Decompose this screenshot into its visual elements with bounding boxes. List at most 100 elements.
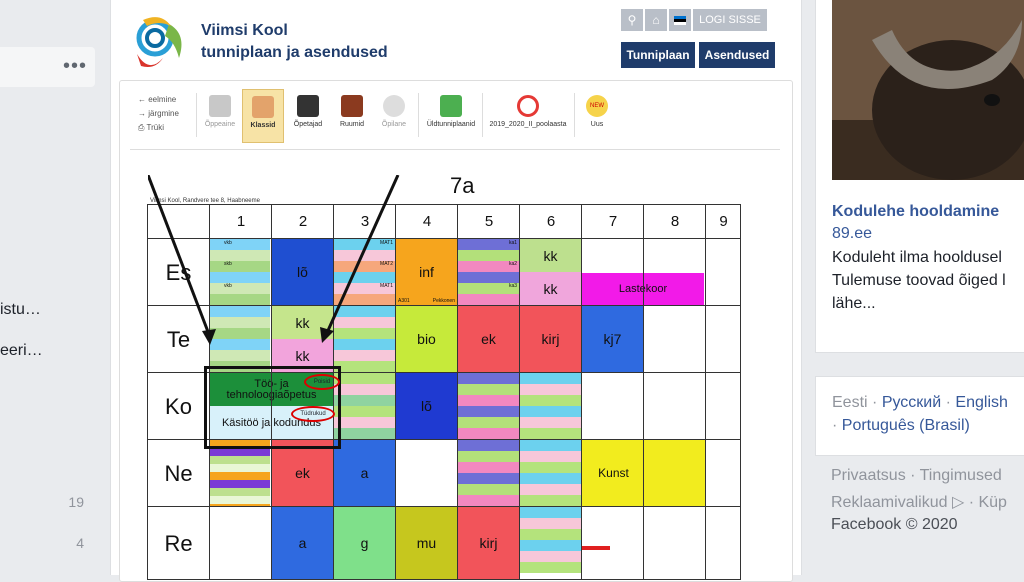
lesson-block[interactable]: mu: [396, 507, 457, 579]
print-link[interactable]: ⎙ Trüki: [138, 123, 164, 132]
toolbar-classes[interactable]: Klassid: [242, 89, 284, 143]
prev-link[interactable]: ← eelmine: [138, 95, 177, 104]
toolbar-semester[interactable]: 2019_2020_II_poolaasta: [488, 89, 568, 141]
toolbar-rooms[interactable]: Ruumid: [332, 89, 372, 141]
school-logo-icon: [136, 17, 182, 67]
site-title: Viimsi Kool tunniplaan ja asendused: [201, 20, 388, 64]
top-toolbar: ⚲ ⌂ LOGI SISSE: [621, 9, 767, 31]
school-timetable-site: Viimsi Kool tunniplaan ja asendused ⚲ ⌂ …: [110, 0, 802, 582]
tab-asendused[interactable]: Asendused: [699, 42, 775, 68]
lesson-block[interactable]: inf A301 Pekkonen: [396, 239, 457, 305]
lesson-block[interactable]: kj7: [582, 306, 643, 372]
lesson-block[interactable]: kk: [520, 272, 581, 305]
ad-title[interactable]: Kodulehe hooldamine: [832, 203, 1000, 220]
grid-line: [581, 205, 582, 579]
split-lesson[interactable]: [458, 373, 519, 439]
lesson-block[interactable]: lõ: [396, 373, 457, 439]
count-label: 4: [76, 535, 84, 551]
grid-line: [148, 305, 740, 306]
split-lesson[interactable]: [334, 373, 395, 439]
lesson-block[interactable]: ek: [458, 306, 519, 372]
language-link[interactable]: Português (Brasil): [841, 417, 970, 434]
split-lesson[interactable]: [520, 373, 581, 439]
lesson-block[interactable]: g: [334, 507, 395, 579]
language-list: Eesti · Русский · English · Português (B…: [832, 394, 1008, 434]
toolbar-teachers[interactable]: Õpetajad: [288, 89, 328, 141]
lesson-block[interactable]: [582, 546, 610, 550]
footer-links[interactable]: Reklaamivalikud ▷ · Küp: [831, 494, 1007, 511]
book-icon: [209, 95, 231, 117]
toolbar-new[interactable]: NEW Uus: [582, 89, 612, 141]
split-lesson[interactable]: [210, 306, 270, 372]
lesson-block[interactable]: kirj: [520, 306, 581, 372]
language-link[interactable]: English: [955, 394, 1008, 411]
day-label: Ko: [148, 372, 209, 440]
split-lesson[interactable]: [210, 440, 270, 506]
sidebar-item[interactable]: •••: [0, 47, 95, 87]
day-label: Ne: [148, 439, 209, 507]
grid-line: [271, 205, 272, 579]
split-lesson[interactable]: [334, 306, 395, 372]
toolbar-general-timetables[interactable]: Üldtunniplaanid: [424, 89, 478, 141]
lesson-block[interactable]: bio: [396, 306, 457, 372]
tab-tunniplaan[interactable]: Tunniplaan: [621, 42, 695, 68]
arrow-left-icon: ←: [138, 95, 149, 104]
period-header: 9: [705, 205, 741, 238]
grid-line: [643, 205, 644, 579]
truncated-list-item[interactable]: eeri…: [0, 342, 43, 359]
lesson-block[interactable]: ek: [272, 440, 333, 506]
grid-line: [148, 238, 740, 239]
more-options-icon[interactable]: •••: [62, 55, 87, 77]
semester-icon: [517, 95, 539, 117]
grid-line: [148, 506, 740, 507]
login-button[interactable]: LOGI SISSE: [693, 9, 767, 31]
search-icon[interactable]: ⚲: [621, 9, 643, 31]
copyright: Facebook © 2020: [831, 516, 958, 533]
estonian-flag-icon[interactable]: [669, 9, 691, 31]
divider: [196, 93, 197, 137]
ad-body: Koduleht ilma hooldusel Tulemuse toovad …: [832, 249, 1006, 312]
grid-line: [705, 205, 706, 579]
divider: [482, 93, 483, 137]
split-lesson[interactable]: [520, 507, 581, 573]
split-lesson[interactable]: ka1 ka2 ka3: [458, 239, 519, 305]
language-link[interactable]: Русский: [881, 394, 942, 411]
lesson-block[interactable]: lõ: [272, 239, 333, 305]
lesson-block[interactable]: kirj: [458, 507, 519, 579]
timetable-icon: [440, 95, 462, 117]
ad-image[interactable]: [832, 0, 1024, 180]
sponsored-ad[interactable]: Kodulehe hooldamine 89.ee Koduleht ilma …: [815, 0, 1024, 353]
lesson-block[interactable]: a: [272, 507, 333, 579]
grid-line: [148, 439, 740, 440]
toolbar-student[interactable]: Õpilane: [376, 89, 412, 141]
next-link[interactable]: → järgmine: [138, 109, 179, 118]
truncated-list-item[interactable]: istu…: [0, 301, 41, 318]
split-lesson[interactable]: [520, 440, 581, 506]
divider: [130, 149, 780, 150]
grid-line: [148, 372, 740, 373]
lesson-block[interactable]: kk: [520, 239, 581, 272]
divider: [574, 93, 575, 137]
timetable-grid: 1 2 3 4 5 6 7 8 9 Es Te Ko Ne Re vkb skb…: [147, 175, 741, 580]
tudrukud-marker: Tüdrukud: [291, 406, 335, 422]
grid-line: [395, 205, 396, 579]
language-current: Eesti: [832, 394, 868, 411]
period-header: 6: [519, 205, 582, 238]
period-header: 5: [457, 205, 520, 238]
navigation-links: ← eelmine → järgmine ⎙ Trüki: [138, 93, 179, 135]
split-lesson[interactable]: [458, 440, 519, 506]
school-name: Viimsi Kool: [201, 22, 288, 39]
home-icon[interactable]: ⌂: [645, 9, 667, 31]
class-name: 7a: [450, 173, 475, 198]
footer-links[interactable]: Privaatsus · Tingimused: [831, 467, 1002, 484]
grid-line: [519, 205, 520, 579]
divider: [418, 93, 419, 137]
students-icon: [252, 96, 274, 118]
toolbar-subject[interactable]: Õppeaine: [202, 89, 238, 141]
ad-domain[interactable]: 89.ee: [832, 225, 873, 242]
person-icon: [383, 95, 405, 117]
lesson-block[interactable]: a: [334, 440, 395, 506]
split-lesson[interactable]: vkb skb vkb: [210, 239, 270, 305]
left-sidebar: ••• istu… eeri… 19 4: [0, 0, 108, 575]
count-label: 19: [68, 494, 84, 510]
